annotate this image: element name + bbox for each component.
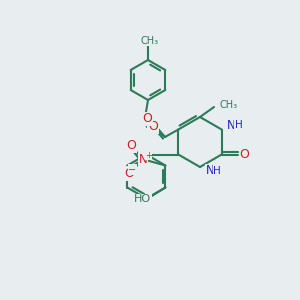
Text: H: H — [213, 166, 221, 176]
Text: O: O — [127, 139, 136, 152]
Text: O: O — [240, 148, 250, 161]
Text: O: O — [142, 112, 152, 125]
Text: HO: HO — [134, 194, 151, 205]
Text: N: N — [206, 164, 214, 178]
Text: −: − — [128, 164, 136, 175]
Text: O: O — [124, 167, 134, 180]
Text: O: O — [148, 121, 158, 134]
Text: H: H — [235, 121, 242, 130]
Text: +: + — [145, 151, 152, 160]
Text: N: N — [227, 119, 236, 132]
Text: CH₃: CH₃ — [141, 36, 159, 46]
Text: N: N — [139, 153, 148, 166]
Text: CH₃: CH₃ — [219, 100, 237, 110]
